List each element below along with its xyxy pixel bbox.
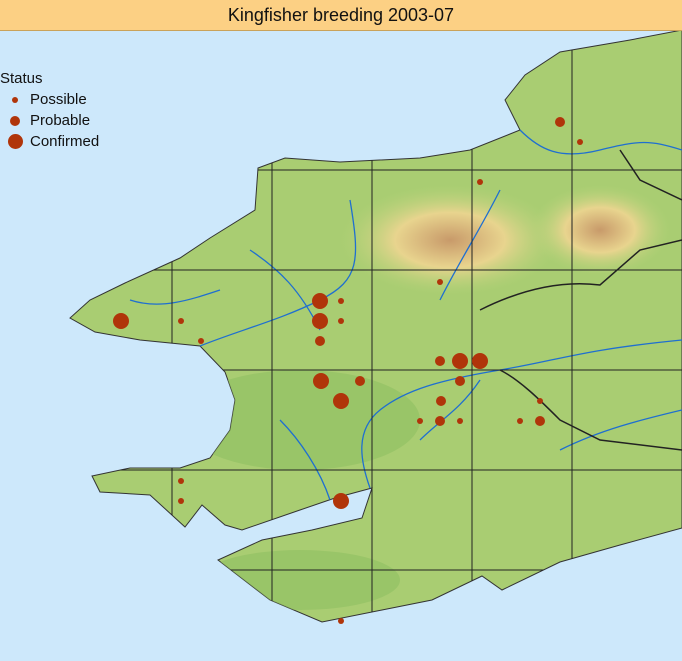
rivers [129,129,682,501]
land [69,31,682,623]
legend-title: Status [0,70,43,87]
legend-label: Confirmed [30,133,100,150]
legend-item: Probable [0,110,99,131]
county-boundaries [479,149,682,451]
records [113,117,583,624]
legend-label: Possible [30,91,87,108]
legend-item: Possible [0,89,99,110]
legend-item: Confirmed [0,131,99,152]
legend: Status Possible Probable Confirmed [0,70,99,152]
map [69,31,682,624]
map-title: Kingfisher breeding 2003-07 [0,0,682,31]
legend-label: Probable [30,112,91,129]
